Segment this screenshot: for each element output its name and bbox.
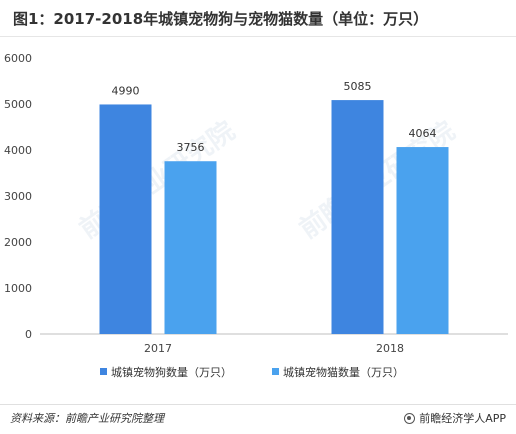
y-tick-label: 5000 (4, 98, 32, 111)
data-label: 3756 (177, 141, 205, 154)
legend-swatch-cat (272, 368, 279, 375)
brand-label: 前瞻经济学人APP (404, 410, 506, 426)
y-tick-label: 1000 (4, 282, 32, 295)
footer-divider (0, 404, 516, 405)
y-tick-label: 2000 (4, 236, 32, 249)
bar-chart: 0 1000 2000 3000 4000 5000 6000 4990 3756 2017 508… (4, 52, 508, 379)
y-tick-label: 6000 (4, 52, 32, 65)
legend-label-dog: 城镇宠物狗数量（万只） (111, 365, 232, 379)
bar-cat-2018 (396, 147, 449, 334)
x-tick-label: 2018 (376, 342, 404, 355)
source-note: 资料来源：前瞻产业研究院整理 (10, 412, 164, 425)
title-divider (0, 36, 516, 37)
brand-text: 前瞻经济学人APP (419, 412, 506, 425)
bar-cat-2017 (164, 161, 217, 334)
data-label: 4064 (409, 127, 437, 140)
x-tick-label: 2017 (144, 342, 172, 355)
bar-dog-2018 (331, 100, 384, 334)
y-tick-label: 4000 (4, 144, 32, 157)
brand-logo-icon (404, 412, 416, 424)
legend-label-cat: 城镇宠物猫数量（万只） (283, 365, 404, 379)
y-tick-label: 3000 (4, 190, 32, 203)
legend-swatch-dog (100, 368, 107, 375)
y-tick-label: 0 (25, 328, 32, 341)
bar-dog-2017 (99, 104, 152, 335)
data-label: 5085 (344, 80, 372, 93)
chart-title: 图1：2017-2018年城镇宠物狗与宠物猫数量（单位：万只） (13, 10, 429, 28)
data-label: 4990 (112, 84, 140, 97)
